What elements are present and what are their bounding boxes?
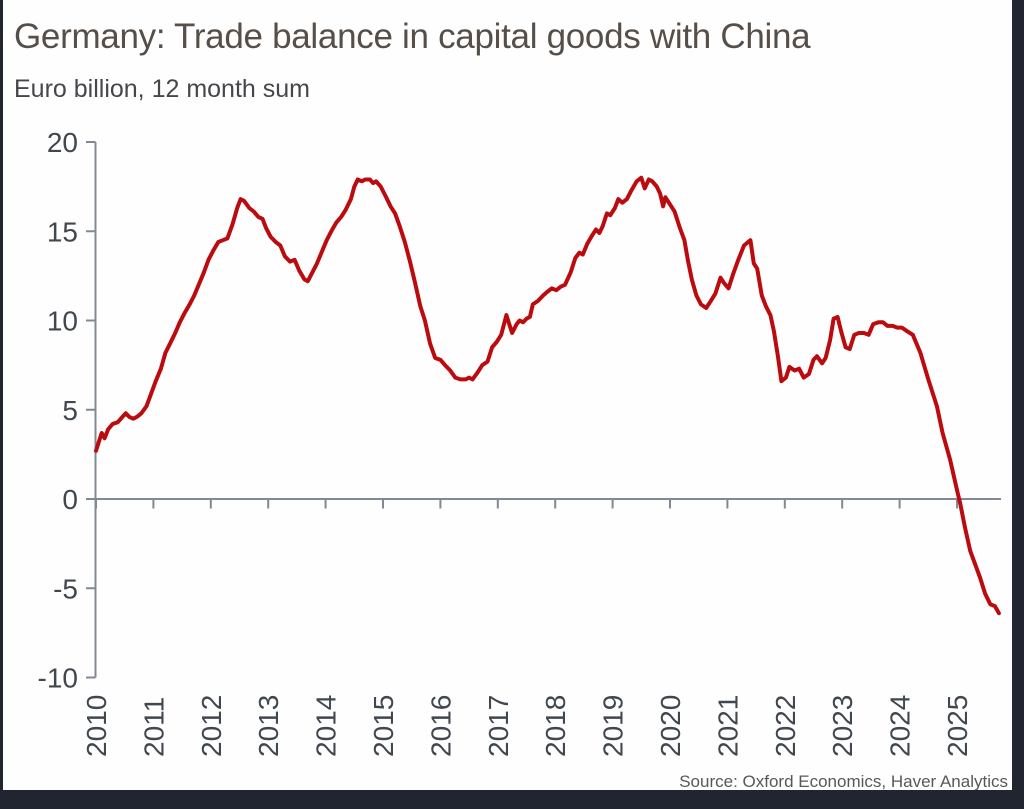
screenshot-frame-bottom bbox=[0, 790, 1024, 809]
y-tick-label: 0 bbox=[62, 484, 78, 515]
x-tick-label: 2018 bbox=[540, 695, 571, 757]
x-tick-label: 2024 bbox=[885, 695, 916, 757]
y-tick-label: 15 bbox=[47, 216, 78, 247]
x-tick-label: 2022 bbox=[770, 695, 801, 757]
x-tick-label: 2025 bbox=[942, 695, 973, 757]
chart-subtitle: Euro billion, 12 month sum bbox=[14, 75, 310, 103]
x-tick-label: 2013 bbox=[253, 695, 284, 757]
trade-balance-series-line bbox=[94, 175, 1001, 616]
x-tick-label: 2023 bbox=[827, 695, 858, 757]
x-tick-label: 2014 bbox=[311, 695, 342, 757]
y-tick-label: -10 bbox=[38, 663, 78, 694]
x-tick-label: 2015 bbox=[368, 695, 399, 757]
x-tick-label: 2011 bbox=[138, 697, 169, 757]
source-note: Source: Oxford Economics, Haver Analytic… bbox=[679, 772, 1008, 791]
screenshot-frame-left bbox=[0, 0, 3, 809]
screenshot-frame-right bbox=[1012, 0, 1024, 809]
chart-title: Germany: Trade balance in capital goods … bbox=[14, 17, 811, 56]
x-tick-label: 2020 bbox=[655, 695, 686, 757]
x-tick-label: 2021 bbox=[712, 695, 743, 757]
x-tick-label: 2016 bbox=[425, 695, 456, 757]
y-tick-label: 10 bbox=[47, 306, 78, 337]
y-tick-label: -5 bbox=[53, 573, 78, 604]
x-tick-label: 2012 bbox=[196, 695, 227, 757]
x-tick-label: 2010 bbox=[81, 695, 112, 757]
x-tick-label: 2019 bbox=[598, 695, 629, 757]
y-tick-label: 20 bbox=[47, 127, 78, 158]
y-tick-label: 5 bbox=[62, 395, 78, 426]
x-tick-label: 2017 bbox=[483, 695, 514, 757]
